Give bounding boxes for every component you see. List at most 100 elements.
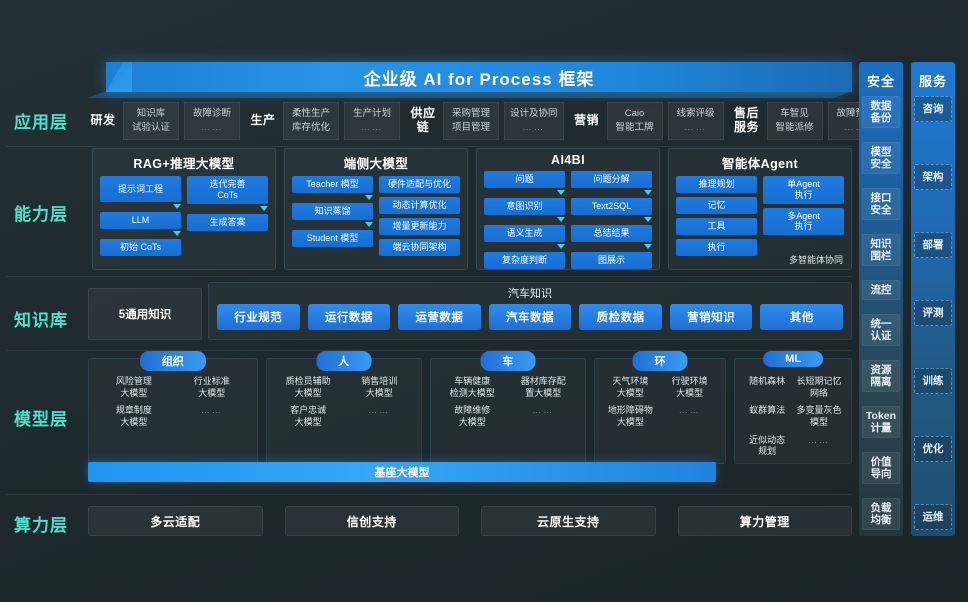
capability-node[interactable]: 意图识别	[484, 198, 565, 215]
model-cell[interactable]: 车辆健康 检测大模型	[449, 376, 495, 398]
service-rail-item[interactable]: 优化	[914, 435, 952, 462]
service-rail-item[interactable]: 架构	[914, 163, 952, 191]
model-cell[interactable]: 故障维修 大模型	[454, 405, 491, 428]
application-cell[interactable]: 车智见 智能派修	[766, 102, 823, 140]
model-cell[interactable]: ……	[678, 405, 701, 416]
capability-node[interactable]: 问题	[484, 171, 565, 188]
capability-panel-title: AI4BI	[551, 153, 585, 167]
model-group-pill[interactable]: 车	[480, 351, 536, 371]
capability-node[interactable]: 迭代完善 CoTs	[187, 176, 268, 204]
application-cell-label: 智能派修	[775, 122, 814, 133]
capability-node[interactable]: 硬件适配与优化	[379, 176, 460, 193]
framework-banner: 企业级 AI for Process 框架	[88, 62, 852, 98]
capability-node[interactable]: 多Agent 执行	[763, 207, 844, 236]
model-cell[interactable]: 风险管理 大模型	[115, 376, 152, 398]
application-cell[interactable]: Caio 智能工牌	[606, 102, 663, 140]
flow-arrow-icon	[557, 244, 565, 249]
model-cell[interactable]: 随机森林	[749, 376, 786, 386]
model-cell[interactable]: 天气环境 大模型	[612, 376, 649, 398]
capability-column-right: 硬件适配与优化 动态计算优化 增量更新能力 端云协同架构	[379, 176, 460, 256]
model-cell[interactable]: 质检员辅助 大模型	[285, 376, 331, 398]
capability-node[interactable]: 复杂度判断	[484, 252, 565, 269]
application-cell[interactable]: 线索评级 ……	[667, 102, 724, 140]
model-cell[interactable]: 地形障碍物 大模型	[607, 405, 653, 428]
application-cell[interactable]: 设计及协同 ……	[504, 102, 564, 140]
application-cell[interactable]: 生产计划 ……	[344, 102, 400, 140]
model-cell[interactable]: ……	[808, 434, 831, 445]
capability-node[interactable]: 增量更新能力	[379, 218, 460, 235]
capability-node[interactable]: 问题分解	[571, 171, 652, 188]
capability-node[interactable]: 总结结果	[571, 225, 652, 242]
compute-item[interactable]: 算力管理	[677, 506, 852, 536]
security-rail-item[interactable]: 模型 安全	[862, 141, 900, 175]
model-group-pill[interactable]: 环	[632, 351, 688, 371]
security-rail-item[interactable]: 统一 认证	[862, 313, 900, 346]
model-group-pill[interactable]: 人	[316, 351, 372, 371]
model-cell[interactable]: 器材库存配 置大模型	[520, 376, 566, 398]
capability-node[interactable]: 图展示	[571, 252, 652, 269]
capability-node[interactable]: Text2SQL	[571, 198, 652, 215]
application-cell[interactable]: 采购管理 项目管理	[443, 102, 499, 140]
model-cell[interactable]: 规章制度 大模型	[115, 405, 152, 428]
service-rail-item[interactable]: 运维	[914, 503, 952, 530]
service-rail-item[interactable]: 部署	[914, 231, 952, 259]
model-cell[interactable]: ……	[532, 405, 555, 416]
model-cell[interactable]: 蚁群算法	[749, 405, 786, 416]
knowledge-chip[interactable]: 营销知识	[669, 304, 753, 330]
flow-arrow-icon	[557, 217, 565, 222]
flow-arrow-icon	[365, 195, 373, 200]
capability-node[interactable]: 执行	[676, 239, 757, 256]
model-cell[interactable]: 客户忠诚 大模型	[290, 405, 327, 428]
knowledge-chip[interactable]: 行业规范	[217, 304, 300, 330]
capability-node[interactable]: 动态计算优化	[379, 197, 460, 214]
model-group-pill[interactable]: ML	[763, 351, 824, 367]
layer-divider	[6, 350, 852, 351]
knowledge-chip[interactable]: 质检数据	[579, 304, 662, 330]
knowledge-chip[interactable]: 其他	[760, 304, 844, 330]
capability-node[interactable]: 单Agent 执行	[763, 176, 844, 204]
security-rail-item[interactable]: 负载 均衡	[862, 497, 900, 530]
knowledge-chip[interactable]: 运营数据	[398, 304, 481, 330]
security-rail-item[interactable]: Token 计量	[862, 405, 900, 438]
model-cell[interactable]: ……	[368, 405, 391, 416]
capability-node[interactable]: 工具	[676, 218, 757, 235]
model-cell[interactable]: 行驶环境 大模型	[671, 376, 708, 398]
capability-node[interactable]: 语义生成	[484, 225, 565, 242]
knowledge-chip[interactable]: 汽车数据	[488, 304, 572, 330]
service-rail-item[interactable]: 评测	[914, 299, 952, 327]
application-cell[interactable]: 故障诊断 ……	[184, 102, 240, 140]
application-cell-label: Caio	[624, 108, 645, 120]
knowledge-chip[interactable]: 运行数据	[307, 304, 391, 330]
general-knowledge-box[interactable]: 5通用知识	[88, 288, 202, 340]
capability-node[interactable]: 端云协同架构	[379, 239, 460, 256]
capability-node[interactable]: 初始 CoTs	[100, 239, 181, 256]
security-rail-item[interactable]: 流控	[862, 279, 900, 300]
model-group-pill[interactable]: 组织	[139, 351, 206, 371]
service-rail-item[interactable]: 训练	[914, 367, 952, 394]
model-cell[interactable]: 长短期记忆 网络	[796, 376, 842, 398]
security-rail-item[interactable]: 资源 隔离	[862, 359, 900, 392]
model-cell[interactable]: 销售培训 大模型	[361, 376, 398, 398]
model-cell[interactable]: 近似动态 规划	[749, 434, 786, 457]
capability-node[interactable]: LLM	[100, 212, 181, 229]
application-cell[interactable]: 柔性生产 库存优化	[283, 102, 339, 140]
security-rail-item[interactable]: 接口 安全	[862, 187, 900, 221]
capability-node[interactable]: 知识蒸馏	[292, 203, 373, 220]
capability-node[interactable]: Teacher 模型	[292, 176, 373, 193]
security-rail-item[interactable]: 价值 导向	[862, 451, 900, 484]
capability-node[interactable]: 记忆	[676, 197, 757, 214]
compute-item[interactable]: 云原生支持	[481, 506, 656, 536]
compute-item[interactable]: 多云适配	[88, 506, 263, 536]
compute-item[interactable]: 信创支持	[284, 506, 459, 536]
model-cell[interactable]: 行业标准 大模型	[193, 376, 230, 398]
application-cell[interactable]: 知识库 试验认证	[123, 102, 179, 140]
capability-node[interactable]: 推理规划	[676, 176, 757, 193]
capability-node[interactable]: 提示词工程	[100, 176, 181, 202]
model-cell[interactable]: ……	[200, 405, 223, 416]
security-rail-item[interactable]: 数据 备份	[862, 96, 900, 129]
capability-node[interactable]: 生成答案	[187, 213, 268, 231]
model-cell[interactable]: 多变量灰色 模型	[796, 405, 842, 428]
capability-node[interactable]: Student 模型	[292, 230, 373, 247]
service-rail-item[interactable]: 咨询	[914, 96, 952, 123]
security-rail-item[interactable]: 知识 围栏	[862, 233, 900, 267]
